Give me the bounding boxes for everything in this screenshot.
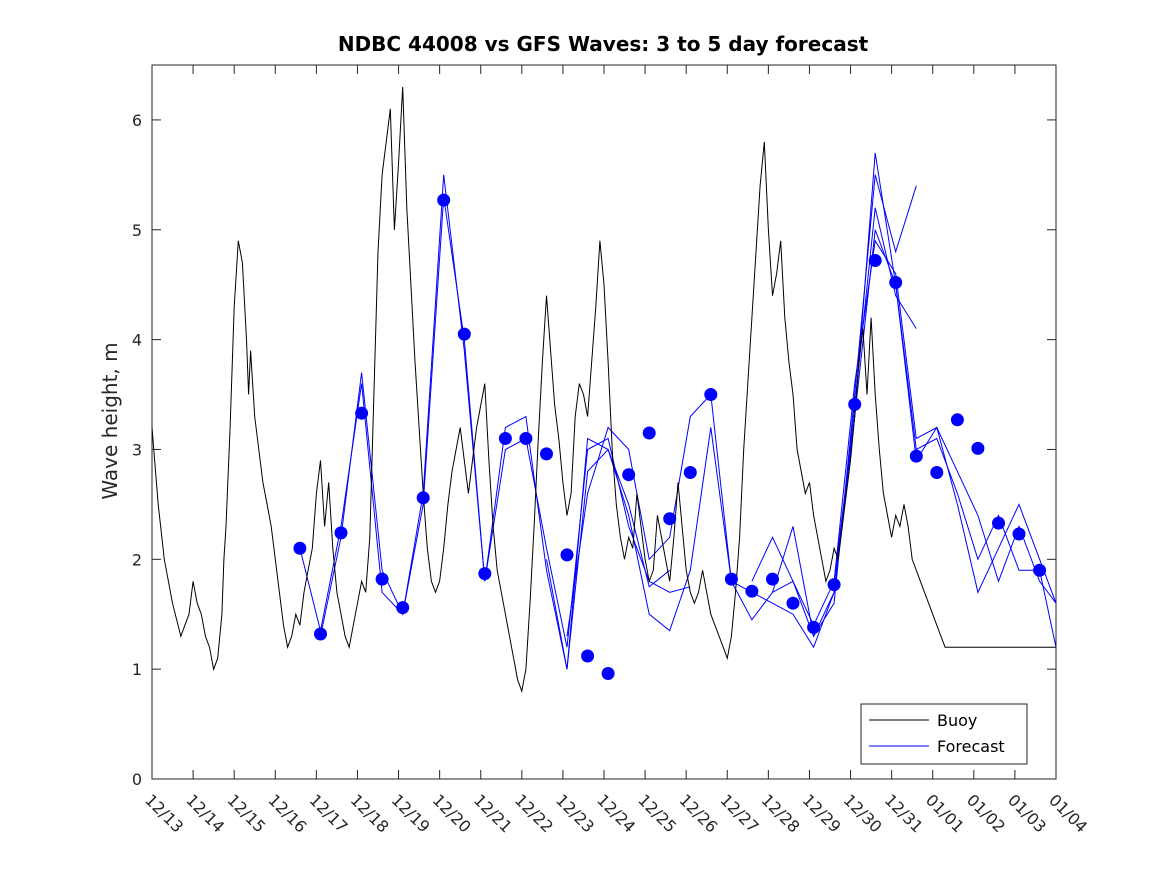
y-tick-label: 1 bbox=[132, 660, 142, 679]
y-axis-label: Wave height, m bbox=[98, 342, 122, 499]
forecast-marker bbox=[992, 516, 1005, 530]
x-tick-label: 01/02 bbox=[963, 790, 1009, 836]
forecast-marker bbox=[909, 449, 923, 463]
x-tick-label: 12/30 bbox=[840, 790, 886, 836]
x-tick-label: 01/04 bbox=[1045, 790, 1091, 836]
forecast-marker bbox=[971, 441, 985, 455]
x-tick-label: 12/29 bbox=[799, 790, 845, 836]
forecast-marker bbox=[498, 432, 512, 445]
x-tick-label: 12/28 bbox=[758, 790, 804, 836]
forecast-marker bbox=[827, 578, 841, 592]
y-tick-label: 6 bbox=[132, 111, 142, 130]
forecast-marker bbox=[642, 426, 656, 440]
x-tick-label: 12/19 bbox=[388, 790, 434, 836]
x-tick-label: 12/13 bbox=[141, 790, 187, 836]
forecast-marker bbox=[416, 491, 430, 505]
forecast-marker bbox=[1012, 527, 1026, 541]
x-tick-label: 12/27 bbox=[716, 790, 762, 836]
forecast-marker bbox=[478, 567, 492, 581]
forecast-marker bbox=[889, 276, 903, 289]
forecast-marker bbox=[457, 327, 471, 341]
legend-box bbox=[860, 703, 1028, 765]
forecast-marker bbox=[601, 667, 615, 680]
forecast-marker bbox=[724, 572, 738, 586]
forecast-line-7 bbox=[833, 152, 1057, 604]
x-tick-label: 12/24 bbox=[593, 790, 639, 836]
forecast-marker bbox=[704, 388, 718, 401]
x-tick-label: 01/01 bbox=[922, 790, 968, 836]
forecast-marker bbox=[766, 572, 779, 586]
x-tick-label: 01/03 bbox=[1004, 790, 1050, 836]
x-tick-label: 12/17 bbox=[306, 790, 352, 836]
forecast-line-5 bbox=[751, 239, 1057, 627]
y-tick-label: 5 bbox=[132, 221, 142, 240]
forecast-marker bbox=[396, 601, 410, 615]
forecast-line-6 bbox=[772, 229, 1057, 648]
x-tick-label: 12/15 bbox=[223, 790, 269, 836]
forecast-marker bbox=[334, 526, 348, 540]
x-tick-label: 12/22 bbox=[511, 790, 557, 836]
forecast-marker bbox=[622, 468, 636, 482]
chart-title: NDBC 44008 vs GFS Waves: 3 to 5 day fore… bbox=[338, 32, 869, 56]
forecast-marker bbox=[560, 548, 574, 562]
y-tick-label: 4 bbox=[132, 331, 142, 350]
forecast-marker bbox=[745, 584, 759, 598]
legend-forecast-label: Forecast bbox=[937, 737, 1005, 756]
forecast-marker bbox=[581, 649, 595, 663]
legend: Buoy Forecast bbox=[860, 703, 1028, 765]
y-tick-label: 3 bbox=[132, 440, 142, 459]
x-tick-label: 12/26 bbox=[675, 790, 721, 836]
forecast-marker bbox=[355, 406, 369, 420]
x-tick-label: 12/20 bbox=[429, 790, 475, 836]
forecast-marker bbox=[293, 541, 307, 555]
forecast-marker bbox=[437, 193, 451, 207]
forecast-marker bbox=[786, 596, 800, 610]
forecast-line-2 bbox=[320, 196, 691, 648]
data-layer bbox=[151, 86, 1057, 693]
forecast-marker bbox=[807, 620, 821, 634]
forecast-marker bbox=[930, 466, 944, 479]
x-tick-label: 12/16 bbox=[264, 790, 310, 836]
forecast-marker bbox=[848, 397, 862, 411]
forecast-marker bbox=[1033, 563, 1047, 577]
forecast-marker bbox=[663, 512, 677, 526]
y-tick-label: 0 bbox=[132, 770, 142, 789]
x-tick-label: 12/25 bbox=[634, 790, 680, 836]
x-tick-label: 12/21 bbox=[470, 790, 516, 836]
legend-buoy-label: Buoy bbox=[937, 711, 977, 730]
forecast-marker bbox=[375, 572, 389, 586]
x-tick-label: 12/14 bbox=[182, 790, 228, 836]
forecast-marker bbox=[868, 254, 882, 267]
forecast-marker bbox=[950, 413, 964, 427]
x-tick-label: 12/18 bbox=[347, 790, 393, 836]
forecast-marker bbox=[540, 447, 553, 461]
x-tick-label: 12/23 bbox=[552, 790, 598, 836]
forecast-marker bbox=[314, 627, 327, 641]
buoy-line bbox=[151, 86, 1056, 693]
x-tick-label: 12/31 bbox=[881, 790, 927, 836]
forecast-marker bbox=[519, 432, 533, 445]
plot-area bbox=[151, 64, 1057, 780]
y-tick-label: 2 bbox=[132, 550, 142, 569]
forecast-marker bbox=[683, 466, 697, 479]
